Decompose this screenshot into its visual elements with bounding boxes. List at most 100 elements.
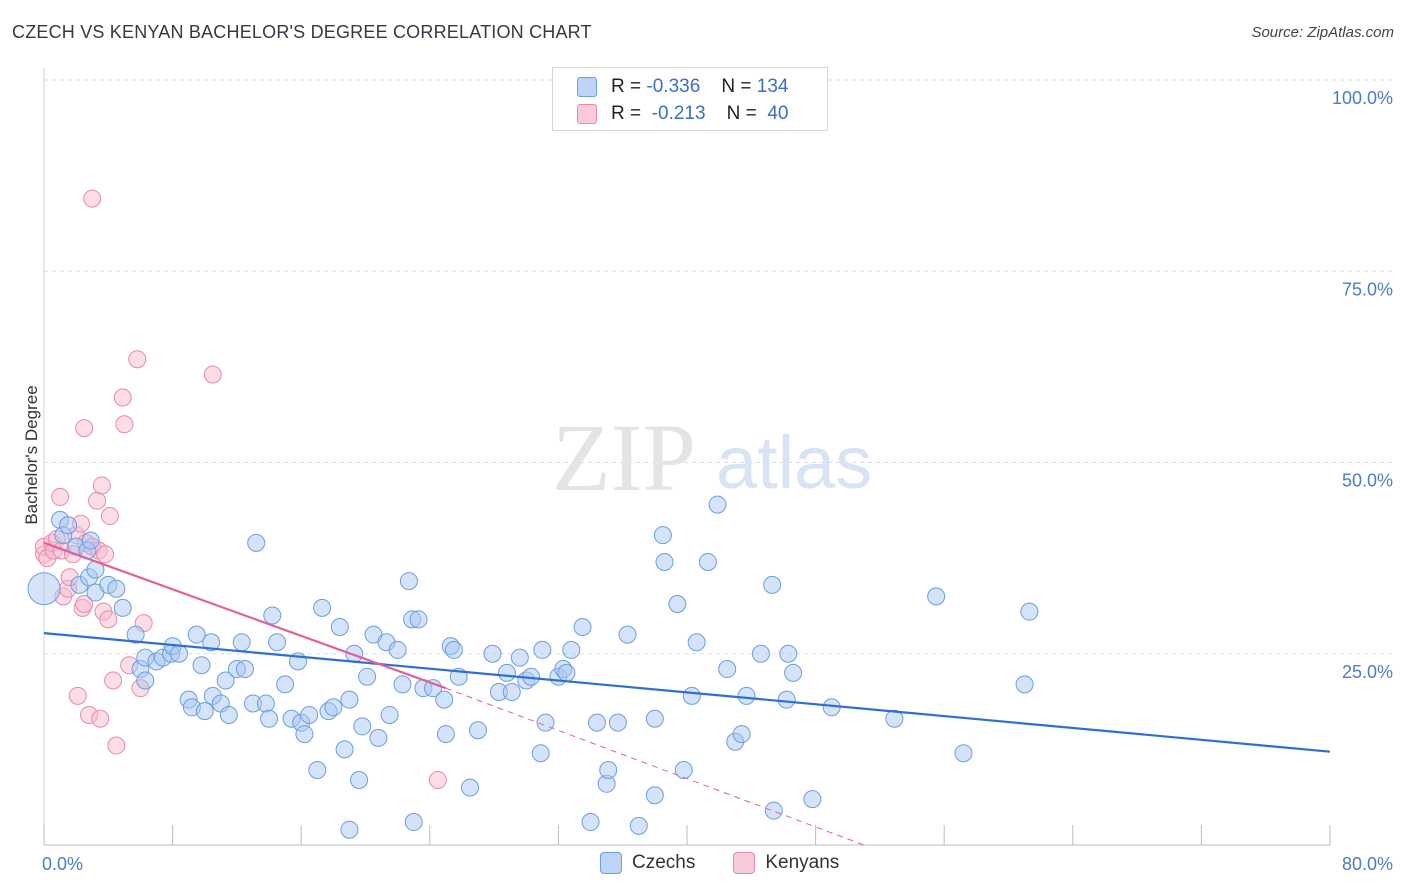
czech-point — [59, 516, 78, 535]
kenyan-point — [92, 476, 111, 495]
czech-point — [330, 617, 349, 636]
czech-point — [444, 640, 463, 659]
kenyan-point — [128, 350, 147, 369]
czech-point — [581, 813, 600, 832]
kenyan-r-label: R = — [611, 103, 642, 124]
czech-point — [358, 667, 377, 686]
czech-point — [531, 744, 550, 763]
czech-point — [502, 683, 521, 701]
kenyan-point — [107, 736, 126, 755]
kenyan-n-value: 40 — [767, 103, 789, 124]
kenyan-points — [35, 189, 447, 789]
czech-point — [885, 709, 904, 728]
czech-point — [737, 686, 756, 705]
kenyan-point — [51, 487, 70, 506]
czech-trendline — [43, 631, 1331, 753]
czech-point — [562, 640, 581, 659]
czech-point — [732, 725, 751, 744]
czech-point — [313, 598, 332, 617]
czech-point — [687, 633, 706, 652]
watermark-atlas: atlas — [716, 421, 872, 504]
czech-point — [751, 644, 770, 663]
czech-point — [136, 671, 155, 690]
czech-point — [1015, 675, 1034, 694]
x-tick-label-min: 0.0% — [42, 854, 83, 874]
source-credit: Source: ZipAtlas.com — [1251, 24, 1394, 41]
czech-point — [335, 740, 354, 759]
gridlines — [44, 79, 1392, 655]
kenyan-point — [88, 491, 107, 510]
czech-point — [718, 660, 737, 679]
czech-point — [232, 633, 251, 652]
czech-point — [536, 713, 555, 732]
kenyan-point — [96, 545, 115, 564]
czech-point — [764, 801, 783, 820]
czech-point — [668, 595, 687, 614]
kenyan-point — [115, 415, 134, 434]
kenyan-point — [68, 686, 87, 705]
kenyan-point — [99, 610, 118, 629]
czech-point — [435, 690, 454, 709]
czech-point — [629, 816, 648, 835]
czech-point — [803, 790, 822, 809]
bottom-legend-kenyans[interactable]: Kenyans — [733, 852, 839, 874]
watermark: ZIP atlas — [552, 404, 872, 511]
czech-point — [587, 713, 606, 732]
czech-point — [483, 644, 502, 663]
kenyans-label: Kenyans — [765, 852, 840, 873]
czechs-swatch — [600, 852, 622, 874]
czech-point — [81, 531, 100, 550]
czech-point — [404, 813, 423, 832]
y-tick-label: 25.0% — [1342, 662, 1393, 682]
kenyan-point — [203, 365, 222, 384]
czech-point — [380, 705, 399, 724]
czech-point — [409, 610, 428, 629]
czech-point — [195, 702, 214, 721]
czech-point — [340, 690, 359, 709]
czech-point — [268, 633, 287, 652]
kenyan-point — [83, 189, 102, 208]
czechs-label: Czechs — [632, 852, 696, 873]
kenyan-trendline-extension — [445, 687, 865, 846]
czech-point — [219, 705, 238, 724]
czech-points — [27, 495, 1039, 839]
kenyan-point — [75, 595, 94, 614]
watermark-zip: ZIP — [552, 404, 696, 511]
czech-point — [126, 625, 145, 644]
axes — [43, 68, 1331, 846]
czech-point — [784, 663, 803, 682]
bottom-legend-czechs[interactable]: Czechs — [600, 852, 695, 874]
czech-point — [698, 552, 717, 571]
kenyan-point — [104, 671, 123, 690]
czech-point — [340, 820, 359, 839]
kenyan-point — [100, 507, 119, 526]
kenyan-point — [75, 419, 94, 438]
czech-point — [469, 721, 488, 740]
legend-row-czech: R = -0.336 N = 134 — [577, 75, 788, 99]
czech-r-label: R = — [611, 76, 642, 97]
czech-point — [763, 575, 782, 594]
czech-n-label: N = — [721, 76, 752, 97]
y-tick-label: 50.0% — [1342, 471, 1393, 491]
czech-point — [235, 660, 254, 679]
czech-point — [653, 526, 672, 545]
czech-point — [608, 713, 627, 732]
czech-point — [295, 725, 314, 744]
czech-point — [393, 675, 412, 694]
czech-point — [779, 644, 798, 663]
czech-point — [350, 770, 369, 789]
czech-point — [113, 598, 132, 617]
czech-point — [27, 572, 61, 606]
czech-point — [324, 698, 343, 717]
czech-point — [708, 495, 727, 514]
y-tick-label: 75.0% — [1342, 279, 1393, 299]
czech-point — [388, 640, 407, 659]
czech-point — [460, 778, 479, 797]
czech-point — [353, 717, 372, 736]
kenyan-r-value: -0.213 — [651, 103, 706, 124]
czech-r-value: -0.336 — [646, 76, 701, 97]
czech-point — [618, 625, 637, 644]
kenyans-swatch — [733, 852, 756, 874]
legend-row-kenyan: R = -0.213 N = 40 — [577, 102, 788, 126]
bottom-legend: Czechs Kenyans — [600, 852, 877, 874]
